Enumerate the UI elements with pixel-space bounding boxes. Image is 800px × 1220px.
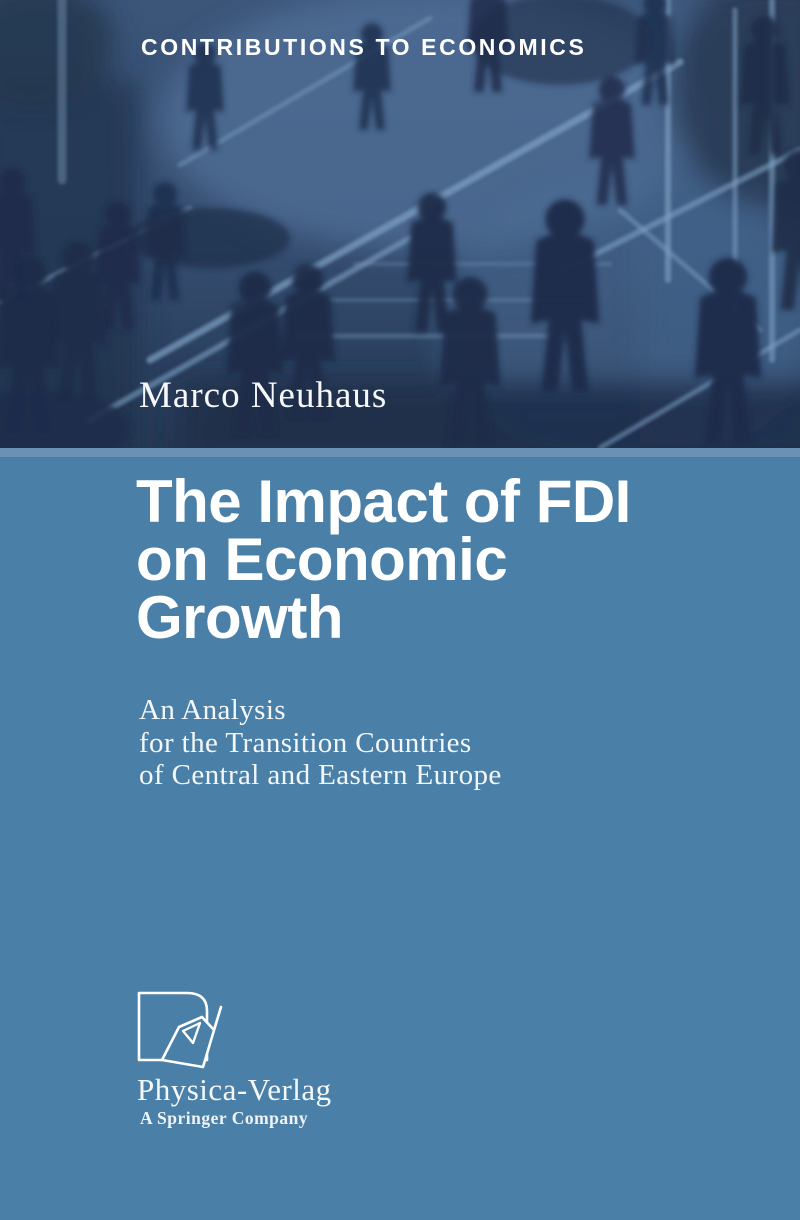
- logo-v-counter: [181, 1021, 202, 1045]
- cover-photo-crowd-on-stairs: [0, 0, 800, 448]
- publisher-tagline: A Springer Company: [140, 1108, 309, 1128]
- logo-p-square: [137, 991, 209, 1062]
- book-subtitle: An Analysis for the Transition Countries…: [139, 694, 502, 792]
- book-title-line: Growth: [136, 584, 343, 651]
- book-subtitle-line: for the Transition Countries: [139, 726, 472, 759]
- book-subtitle-line: An Analysis: [139, 694, 286, 726]
- book-title-line: The Impact of FDI: [136, 468, 631, 535]
- book-title: The Impact of FDI on Economic Growth: [136, 468, 631, 651]
- book-subtitle-line: of Central and Eastern Europe: [139, 759, 502, 791]
- divider-band: [0, 448, 800, 457]
- logo-v-mark: [160, 1005, 223, 1069]
- crowd-silhouettes: [0, 0, 800, 448]
- physica-pv-logo-icon: [137, 991, 223, 1069]
- author-name: Marco Neuhaus: [139, 375, 388, 416]
- series-title: CONTRIBUTIONS TO ECONOMICS: [141, 34, 587, 60]
- book-title-line: on Economic: [136, 526, 508, 593]
- publisher-name: Physica-Verlag: [137, 1072, 332, 1107]
